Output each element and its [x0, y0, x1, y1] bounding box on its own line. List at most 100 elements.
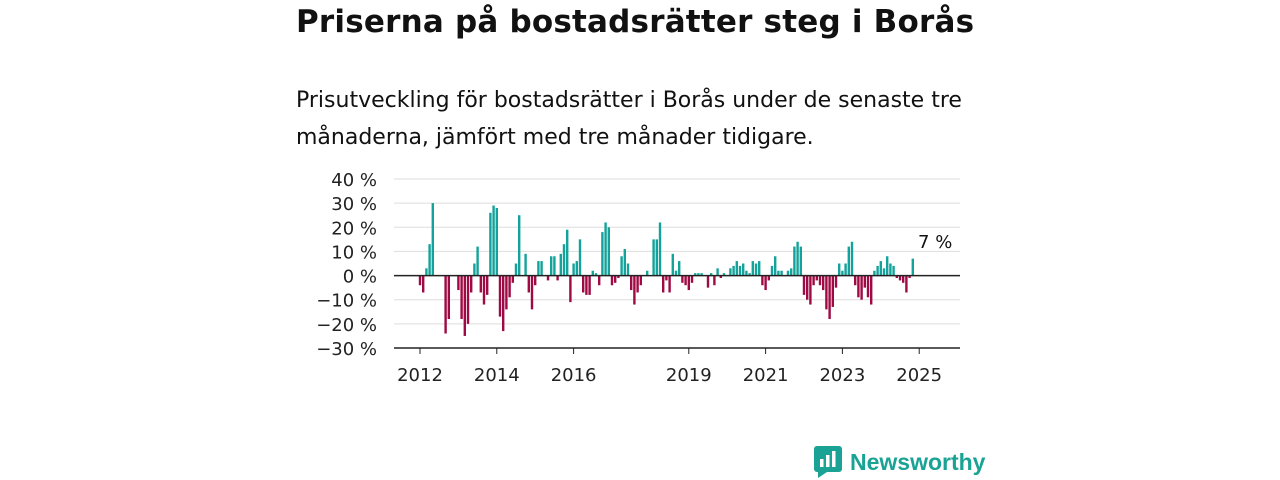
bar [902, 275, 905, 283]
bar [815, 275, 818, 281]
bar [668, 275, 671, 293]
bar [444, 275, 447, 334]
bar [428, 244, 431, 276]
y-tick-label: 30 % [331, 194, 377, 215]
bar [802, 275, 806, 295]
bar [857, 275, 860, 298]
bar [569, 275, 572, 303]
bar [578, 239, 582, 276]
x-tick-label: 2014 [474, 365, 520, 386]
bar [617, 275, 620, 278]
bar [716, 268, 719, 276]
bar [710, 273, 713, 276]
bar [562, 244, 566, 276]
bar [502, 275, 505, 332]
bar [732, 265, 735, 276]
bar [898, 275, 902, 281]
bar [882, 268, 886, 276]
bar [489, 212, 492, 276]
bar [604, 222, 607, 276]
bar [860, 275, 863, 300]
bar [594, 273, 598, 276]
bar [700, 273, 703, 276]
bar [758, 261, 761, 276]
bar [793, 246, 796, 276]
bar [863, 275, 866, 288]
bar [806, 275, 809, 300]
bar [774, 256, 777, 276]
x-tick-label: 2016 [551, 365, 597, 386]
bar [738, 265, 742, 276]
bar [770, 265, 774, 276]
bar [626, 263, 630, 276]
bar [630, 275, 633, 291]
bar [706, 275, 710, 288]
bar [780, 270, 783, 276]
bar [777, 270, 780, 276]
bar [553, 256, 556, 276]
newsworthy-icon [814, 446, 842, 478]
bar [831, 275, 834, 307]
bar [495, 207, 498, 276]
bar [742, 263, 745, 276]
bar [684, 275, 687, 286]
bar [534, 275, 537, 286]
bar [767, 275, 770, 281]
bar [665, 275, 668, 281]
bar [892, 265, 895, 276]
bar [866, 275, 870, 298]
bar [588, 275, 591, 295]
bar [825, 275, 828, 310]
bar [886, 256, 889, 276]
bar [546, 275, 550, 281]
bar [559, 253, 562, 276]
chart-subtitle: Prisutveckling för bostadsrätter i Borås… [296, 88, 962, 150]
bar [812, 275, 815, 286]
bar [511, 275, 514, 283]
bar [754, 263, 758, 276]
bar [745, 270, 748, 276]
bar [905, 275, 908, 293]
x-tick-label: 2012 [397, 365, 443, 386]
bar-chart: 40 %30 %20 %10 %0 %−10 %−20 %−30 % 2012 2… [316, 170, 960, 386]
bar [854, 275, 857, 286]
bar [540, 261, 543, 276]
gridlines [394, 178, 960, 349]
bar [876, 265, 879, 276]
bar [508, 275, 511, 298]
bar [786, 270, 790, 276]
logo-text: Newsworthy [850, 448, 986, 475]
y-axis-labels: 40 % 30 % 20 % 10 % 0 % −10 % −20 % −30 % [316, 170, 377, 360]
bar [655, 239, 658, 276]
bar [847, 246, 850, 276]
bar [895, 275, 898, 278]
bar [431, 203, 434, 276]
y-tick-label: −30 % [316, 339, 377, 360]
bar [492, 205, 495, 276]
bar [550, 256, 553, 276]
bar [799, 246, 802, 276]
bar [674, 270, 678, 276]
bar [681, 275, 684, 283]
bar [585, 275, 588, 295]
bar [722, 273, 726, 276]
bar [694, 273, 697, 276]
bar [598, 275, 601, 286]
bar [591, 270, 594, 276]
bar [822, 275, 825, 291]
bar [841, 270, 844, 276]
bar [460, 275, 463, 320]
annotations: 7 % [918, 232, 952, 253]
bar [844, 263, 847, 276]
bar [610, 275, 614, 286]
x-tick-label: 2023 [819, 365, 865, 386]
y-tick-label: 20 % [331, 218, 377, 239]
y-tick-label: 10 % [331, 242, 377, 263]
bar [646, 270, 649, 276]
bar [620, 256, 623, 276]
bar [690, 275, 694, 283]
y-tick-label: 40 % [331, 170, 377, 191]
bar [524, 253, 527, 276]
bar [425, 268, 428, 276]
newsworthy-logo[interactable]: Newsworthy [814, 446, 985, 478]
